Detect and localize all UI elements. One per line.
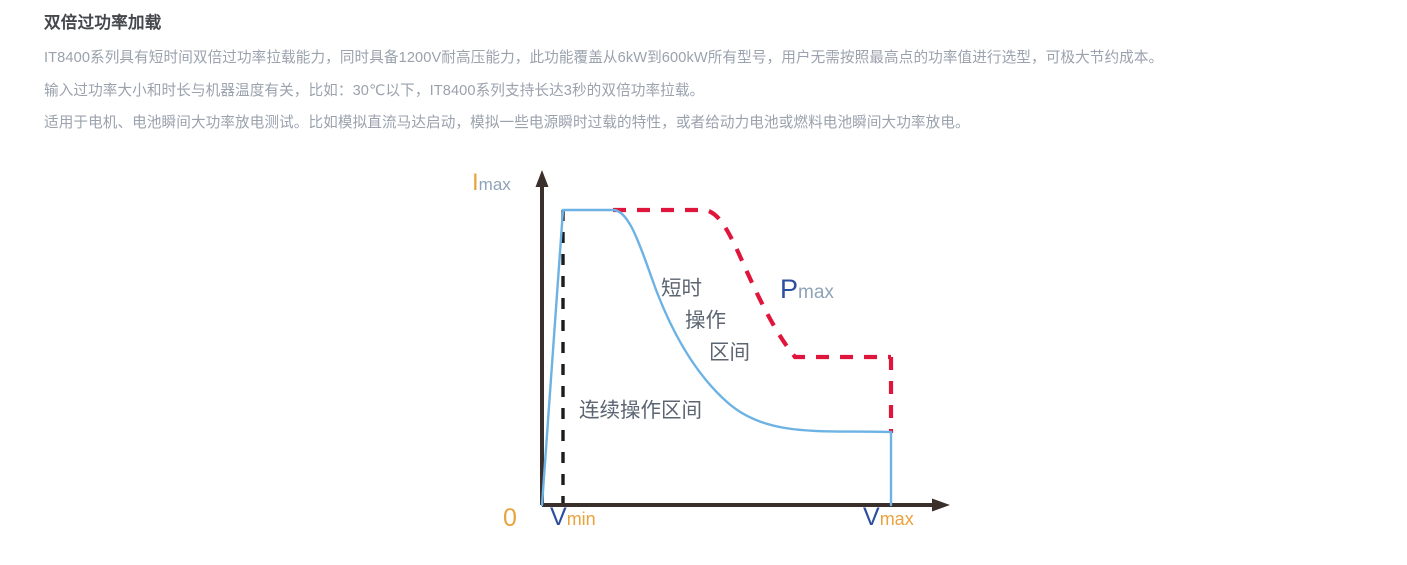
description-section: 双倍过功率加载 IT8400系列具有短时间双倍过功率拉载能力，同时具备1200V…	[44, 10, 1374, 140]
annotation-pmax-main: P	[780, 274, 799, 304]
description-paragraph-1: IT8400系列具有短时间双倍过功率拉载能力，同时具备1200V耐高压能力，此功…	[44, 50, 1164, 66]
annotation-continuous-zone: 连续操作区间	[579, 399, 702, 422]
x-axis-tick-vmax-sub: max	[879, 509, 914, 529]
x-axis-tick-vmin-main: V	[550, 503, 567, 531]
annotation-short-term-zone-line-3: 区间	[709, 341, 750, 364]
description-paragraph-3: 适用于电机、电池瞬间大功率放电测试。比如模拟直流马达启动，模拟一些电源瞬时过载的…	[44, 115, 970, 131]
annotation-pmax-sub: max	[798, 282, 834, 303]
x-axis-tick-vmax-main: V	[863, 503, 880, 531]
continuous-operation-curve	[540, 208, 893, 507]
pmax-overload-curve	[613, 207, 891, 360]
annotation-short-term-zone-line-2: 操作	[685, 309, 726, 332]
x-axis-tick-vmin-sub: min	[566, 509, 596, 529]
y-axis-label-imax: Imax	[472, 171, 511, 195]
y-axis-label-imax-sub: max	[478, 175, 511, 194]
x-axis-tick-vmin: Vmin	[550, 505, 596, 530]
y-axis-arrowhead	[535, 170, 549, 187]
x-axis-arrowhead	[932, 498, 950, 512]
annotation-pmax: Pmax	[780, 276, 834, 303]
x-axis-tick-vmax: Vmax	[863, 505, 914, 530]
operating-envelope-chart: Imax Pmax 短时 操作 区间 连续操作区间 0 Vmin Vmax	[455, 158, 995, 558]
y-axis-label-imax-main: I	[472, 169, 479, 196]
description-paragraph-2: 输入过功率大小和时长与机器温度有关，比如：30℃以下，IT8400系列支持长达3…	[44, 82, 705, 99]
chart-canvas	[535, 170, 950, 512]
x-axis-origin-label: 0	[503, 504, 517, 532]
page-title: 双倍过功率加载	[44, 14, 162, 32]
annotation-short-term-zone: 短时 操作 区间	[661, 273, 750, 369]
annotation-short-term-zone-line-1: 短时	[661, 277, 702, 300]
